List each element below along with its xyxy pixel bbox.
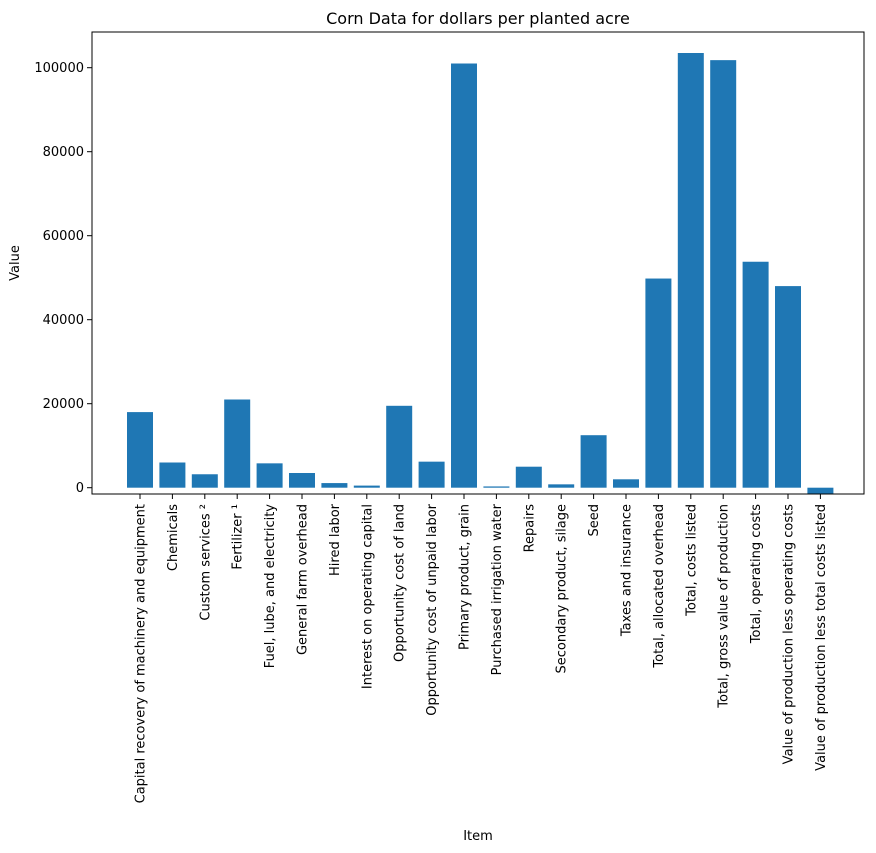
y-tick-label: 60000 [43, 229, 84, 244]
x-tick-label: Taxes and insurance [620, 504, 635, 637]
x-axis-title: Item [463, 829, 493, 844]
y-axis-title: Value [8, 245, 23, 281]
bar [321, 483, 348, 488]
bar [289, 473, 315, 488]
bar [353, 485, 380, 488]
x-tick-label: Fuel, lube, and electricity [263, 504, 278, 669]
y-tick-label: 100000 [34, 61, 84, 76]
x-tick-label: Total, operating costs [749, 504, 764, 644]
bar [742, 261, 769, 488]
x-tick-label: Repairs [522, 504, 537, 553]
x-tick-label: Primary product, grain [458, 504, 473, 650]
x-tick-label: Total, costs listed [684, 504, 699, 617]
plot-frame [91, 31, 865, 495]
x-tick-label: Total, gross value of production [717, 504, 732, 709]
x-tick-label: Chemicals [166, 504, 181, 571]
y-tick-label: 40000 [43, 313, 84, 328]
x-tick-label: Hired labor [328, 503, 343, 576]
x-tick-label: Value of production less operating costs [782, 504, 797, 765]
x-tick-label: General farm overhead [296, 504, 311, 655]
x-tick-label: Fertilizer ¹ [231, 504, 246, 570]
bar [580, 435, 607, 488]
y-tick-label: 0 [76, 481, 84, 496]
bar [159, 462, 186, 488]
x-tick-label: Secondary product, silage [555, 504, 570, 673]
bar [127, 412, 153, 488]
bar [710, 60, 737, 488]
x-tick-label: Seed [587, 504, 602, 537]
bar [677, 53, 704, 488]
x-tick-label: Custom services ² [198, 504, 213, 621]
bar [256, 463, 283, 488]
x-tick-label: Capital recovery of machinery and equipm… [134, 504, 149, 803]
bar [191, 474, 218, 488]
x-tick-label: Purchased irrigation water [490, 503, 505, 675]
x-tick-label: Opportunity cost of unpaid labor [425, 503, 440, 715]
bar [224, 399, 251, 488]
bar [807, 487, 834, 494]
bar [451, 63, 477, 488]
bar [775, 286, 801, 488]
y-tick-label: 20000 [43, 397, 84, 412]
bar [386, 405, 413, 488]
x-tick-label: Value of production less total costs lis… [814, 504, 829, 771]
bar [548, 484, 575, 488]
x-tick-label: Interest on operating capital [360, 504, 375, 689]
bar [613, 479, 639, 488]
y-tick-label: 80000 [43, 145, 84, 160]
chart-title: Corn Data for dollars per planted acre [326, 9, 630, 28]
bar [645, 278, 672, 488]
x-tick-label: Opportunity cost of land [393, 504, 408, 662]
bar [483, 486, 510, 488]
plot-area: 0 20000 40000 60000 80000 100000 Capital recov… [34, 31, 865, 803]
bar [418, 461, 445, 488]
bar [515, 466, 542, 488]
x-tick-label: Total, allocated overhead [652, 504, 667, 669]
